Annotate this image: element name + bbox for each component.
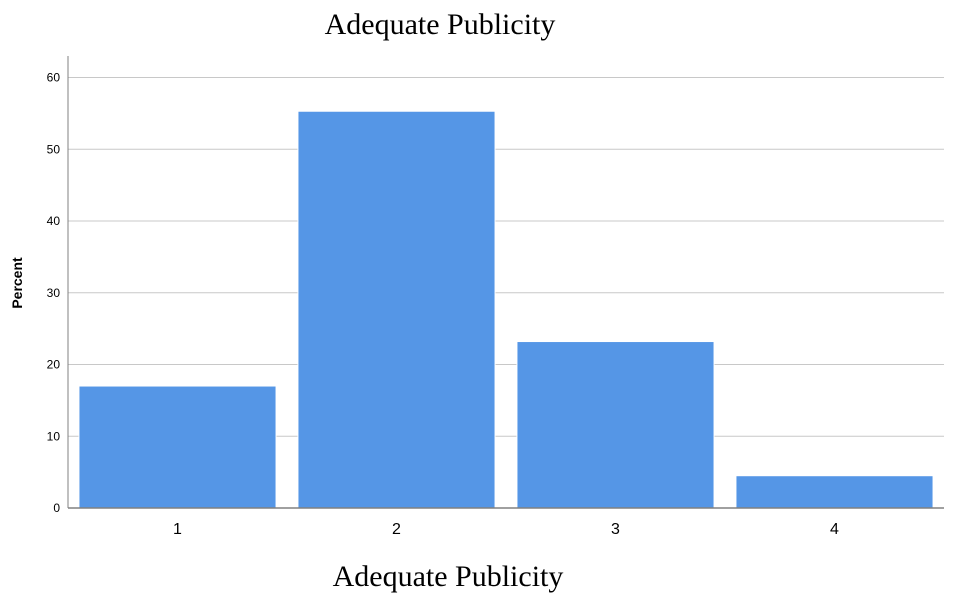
axes xyxy=(67,56,944,509)
y-tick-label: 40 xyxy=(47,214,61,228)
y-tick-label: 30 xyxy=(47,286,61,300)
x-tick-label: 2 xyxy=(392,521,401,538)
y-tick-label: 60 xyxy=(47,71,61,85)
x-tick-label: 4 xyxy=(830,521,839,538)
x-tick-label: 1 xyxy=(173,521,182,538)
x-axis-title: Adequate Publicity xyxy=(332,560,564,593)
bar-1 xyxy=(78,385,277,509)
y-tick-label: 0 xyxy=(53,501,60,515)
y-tick-label: 20 xyxy=(47,358,61,372)
y-tick-labels: 0 10 20 30 40 50 60 xyxy=(47,71,61,515)
bar-4 xyxy=(735,475,934,509)
y-tick-label: 50 xyxy=(47,142,61,156)
y-axis-title: Percent xyxy=(9,257,25,309)
x-tick-label: 3 xyxy=(611,521,620,538)
bar-3 xyxy=(516,341,715,509)
x-tick-labels: 1 2 3 4 xyxy=(173,521,839,538)
y-tick-label: 10 xyxy=(47,429,61,443)
gridlines xyxy=(68,77,944,437)
bars xyxy=(78,110,934,509)
chart-title: Adequate Publicity xyxy=(324,8,556,41)
bar-2 xyxy=(297,110,496,509)
